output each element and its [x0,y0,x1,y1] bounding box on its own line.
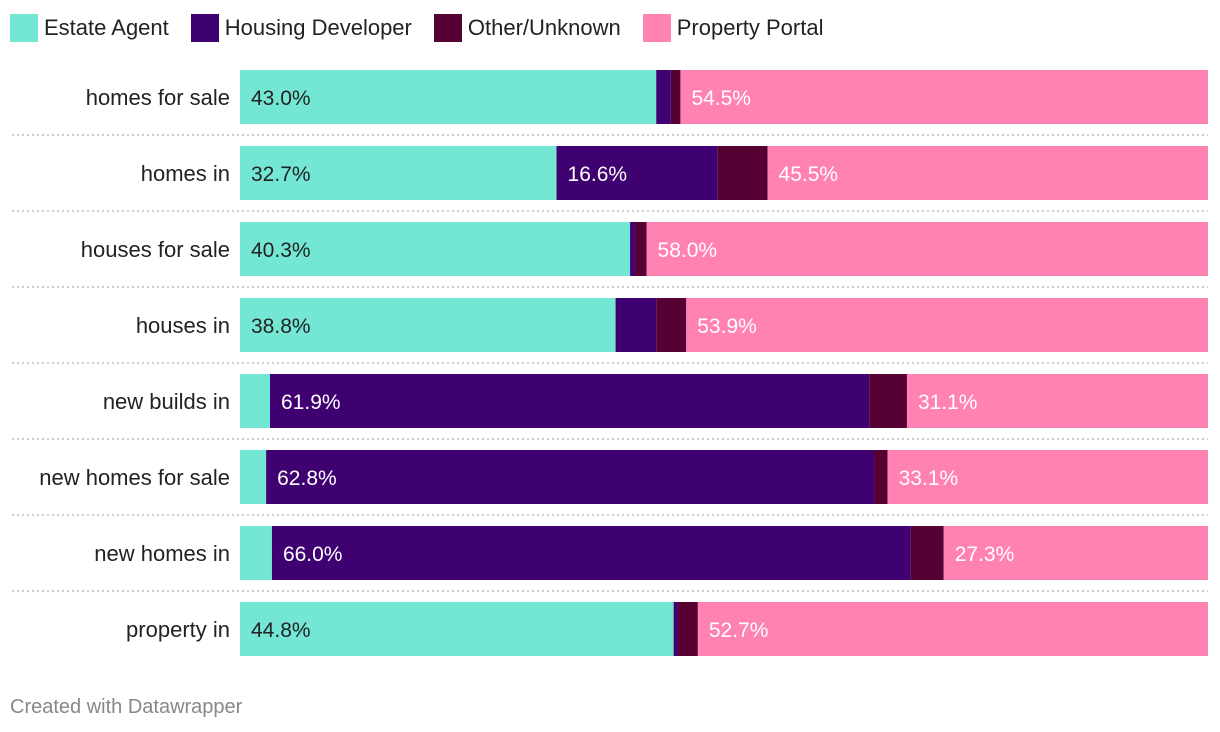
value-label: 40.3% [251,239,311,262]
bar-segment [634,222,647,276]
bar-segment [943,526,1208,580]
legend-label: Estate Agent [44,15,169,40]
bar-segment [906,374,1208,428]
bar-segment [670,70,681,124]
row-label: homes for sale [86,85,230,110]
bar-segment [630,222,635,276]
value-label: 66.0% [283,543,343,566]
value-label: 58.0% [658,239,718,262]
row-label: homes in [141,161,230,186]
value-label: 38.8% [251,315,311,338]
legend-item: Housing Developer [190,14,412,42]
bar-segment [869,374,907,428]
bar-segment [266,450,875,504]
legend-item: Other/Unknown [433,14,621,42]
legend-swatch [642,14,671,42]
bar-segment [717,146,768,200]
bar-segment [677,602,698,656]
bar-segment [240,526,272,580]
row-label: houses in [136,313,230,338]
bar-segment [240,70,657,124]
legend-label: Other/Unknown [467,15,621,40]
bar-segment [767,146,1208,200]
bar-segment [673,602,678,656]
bar-segment [240,222,631,276]
value-label: 53.9% [697,315,757,338]
value-label: 31.1% [918,391,978,414]
bar-segment [680,70,1208,124]
bar-segment [240,602,674,656]
bar-segment [240,450,267,504]
bar-segment [656,298,687,352]
row-label: new builds in [103,389,230,414]
value-label: 27.3% [955,543,1015,566]
bar-segment [240,298,616,352]
bar-segment [271,526,911,580]
bar-segment [874,450,888,504]
bar-segment [686,298,1208,352]
legend-item: Property Portal [642,14,824,42]
value-label: 43.0% [251,87,311,110]
bar-segment [910,526,944,580]
row-label: new homes in [94,541,230,566]
row-label: houses for sale [81,237,230,262]
bar-segment [615,298,657,352]
value-label: 32.7% [251,163,311,186]
bar-segment [697,602,1208,656]
bar-segment [556,146,718,200]
row-label: new homes for sale [39,465,230,490]
value-label: 61.9% [281,391,341,414]
value-label: 44.8% [251,619,311,642]
legend-swatch [190,14,219,42]
bar-segment [887,450,1208,504]
legend-label: Property Portal [676,15,824,40]
value-label: 52.7% [709,619,769,642]
legend-swatch [433,14,462,42]
value-label: 45.5% [779,163,839,186]
footer-credit: Created with Datawrapper [10,696,243,718]
value-label: 62.8% [277,467,337,490]
legend-swatch [10,14,38,42]
value-label: 33.1% [899,467,959,490]
legend-label: Housing Developer [224,15,412,40]
value-label: 16.6% [568,163,628,186]
bar-segment [656,70,671,124]
bar-segment [270,374,870,428]
bar-segment [240,374,271,428]
value-label: 54.5% [691,87,751,110]
bar-segment [240,146,557,200]
chart-legend: Estate Agent Housing Developer Other/Unkno… [10,12,823,44]
legend-item: Estate Agent [10,14,169,42]
bar-segment [646,222,1208,276]
row-label: property in [126,617,230,642]
